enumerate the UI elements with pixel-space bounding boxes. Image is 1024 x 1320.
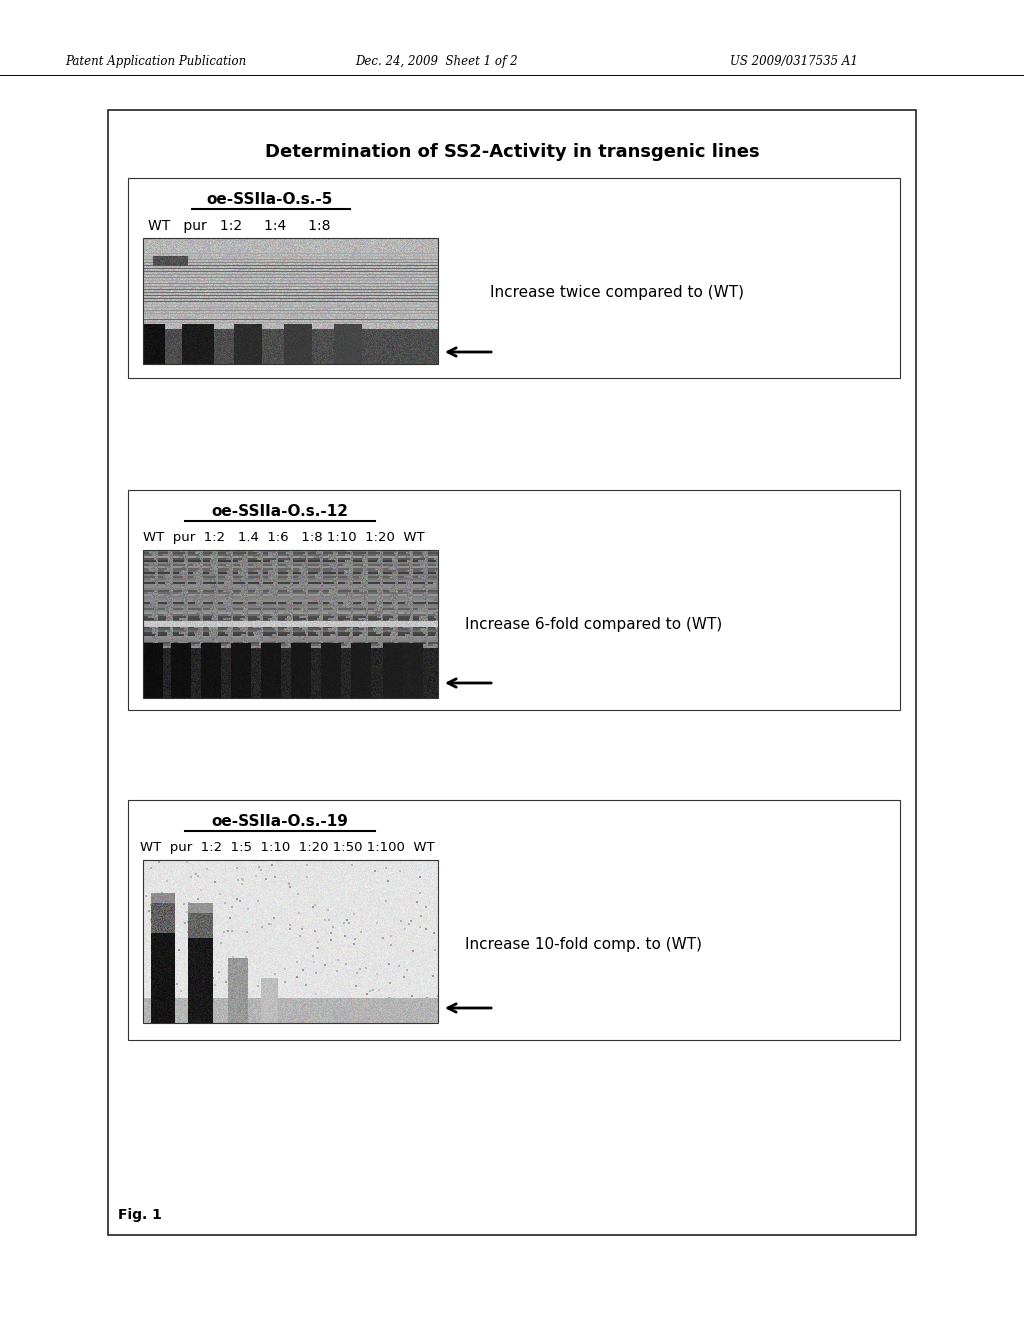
Text: Increase twice compared to (WT): Increase twice compared to (WT) <box>490 285 744 301</box>
Bar <box>128 800 900 1040</box>
Bar <box>128 178 900 378</box>
Bar <box>143 238 438 364</box>
Bar <box>108 110 916 1236</box>
Bar <box>143 550 438 698</box>
Text: Patent Application Publication: Patent Application Publication <box>65 55 246 69</box>
Text: WT  pur  1:2  1:5  1:10  1:20 1:50 1:100  WT: WT pur 1:2 1:5 1:10 1:20 1:50 1:100 WT <box>140 842 434 854</box>
Text: WT   pur   1:2     1:4     1:8: WT pur 1:2 1:4 1:8 <box>148 219 331 234</box>
Text: Increase 6-fold compared to (WT): Increase 6-fold compared to (WT) <box>465 618 722 632</box>
Text: US 2009/0317535 A1: US 2009/0317535 A1 <box>730 55 858 69</box>
Text: oe-SSIIa-O.s.-5: oe-SSIIa-O.s.-5 <box>207 193 333 207</box>
Text: Dec. 24, 2009  Sheet 1 of 2: Dec. 24, 2009 Sheet 1 of 2 <box>355 55 517 69</box>
Bar <box>128 490 900 710</box>
Text: oe-SSIIa-O.s.-12: oe-SSIIa-O.s.-12 <box>212 504 348 520</box>
Text: Determination of SS2-Activity in transgenic lines: Determination of SS2-Activity in transge… <box>264 143 760 161</box>
Text: oe-SSIIa-O.s.-19: oe-SSIIa-O.s.-19 <box>212 814 348 829</box>
Text: WT  pur  1:2   1.4  1:6   1:8 1:10  1:20  WT: WT pur 1:2 1.4 1:6 1:8 1:10 1:20 WT <box>143 532 425 544</box>
Text: Fig. 1: Fig. 1 <box>118 1208 162 1222</box>
Text: Increase 10-fold comp. to (WT): Increase 10-fold comp. to (WT) <box>465 937 702 953</box>
Bar <box>143 861 438 1023</box>
